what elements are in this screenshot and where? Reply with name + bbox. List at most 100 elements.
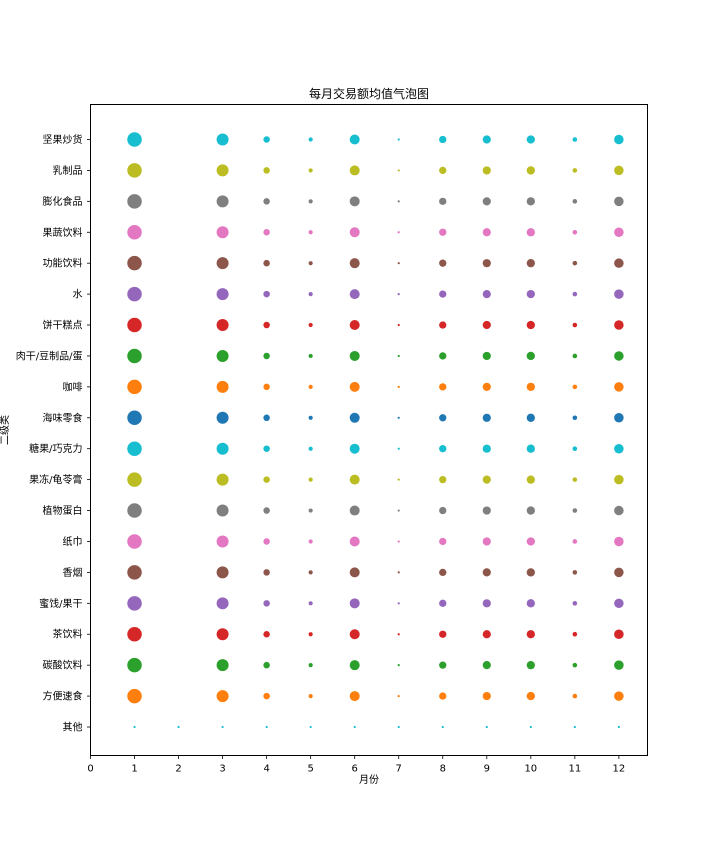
bubble-point (221, 725, 224, 729)
bubble-point (572, 415, 578, 421)
bubble-point (263, 538, 270, 545)
bubble-point (482, 475, 491, 484)
bubble-point (614, 505, 624, 516)
bubble-point (439, 352, 447, 360)
bubble-point (572, 539, 578, 544)
bubble-point (349, 629, 360, 640)
bubble-point (397, 509, 400, 512)
bubble-point (482, 537, 491, 546)
bubble-point (572, 322, 578, 328)
bubble-point (397, 169, 400, 172)
bubble-point (216, 288, 229, 301)
x-tick-label: 7 (396, 764, 402, 775)
bubble-point (482, 568, 491, 577)
bubble-point (216, 535, 229, 548)
y-tick-label: 其他 (63, 721, 83, 734)
bubble-point (349, 660, 360, 671)
bubble-point (572, 662, 578, 668)
y-tick-label: 蜜饯/果干 (39, 597, 82, 610)
bubble-point (349, 443, 360, 454)
bubble-point (127, 688, 142, 704)
bubble-point (263, 661, 270, 669)
bubble-point (308, 693, 313, 699)
bubble-point (349, 227, 360, 238)
bubble-point (127, 472, 142, 487)
bubble-point (526, 599, 535, 608)
bubble-point (526, 320, 535, 330)
bubble-point (308, 663, 313, 668)
bubble-point (614, 382, 624, 392)
y-axis-title: 二级类 (0, 415, 11, 445)
bubble-point (309, 725, 312, 729)
bubble-point (349, 412, 360, 423)
bubble-point (439, 599, 447, 607)
bubble-point (308, 508, 313, 513)
bubble-point (482, 259, 491, 268)
bubble-point (614, 320, 624, 330)
bubble-point (482, 135, 491, 144)
bubble-point (127, 379, 142, 395)
bubble-point (397, 293, 400, 296)
bubble-point (263, 692, 270, 700)
bubble-point (308, 199, 313, 204)
bubble-point (572, 229, 578, 235)
bubble-point (177, 725, 180, 729)
bubble-point (397, 262, 400, 265)
bubble-point (127, 596, 142, 611)
bubble-point (572, 353, 578, 359)
bubble-point (216, 659, 229, 672)
x-tick-label: 1 (131, 764, 137, 775)
bubble-point (526, 135, 535, 144)
bubble-point (614, 351, 624, 361)
bubble-point (263, 136, 270, 143)
bubble-point (308, 353, 313, 359)
bubble-point (439, 166, 447, 175)
bubble-point (308, 230, 313, 235)
bubble-point (216, 164, 229, 177)
y-tick-label: 膨化食品 (43, 195, 83, 208)
x-tick-label: 6 (352, 764, 358, 775)
bubble-point (127, 348, 142, 364)
bubble-point (397, 725, 400, 729)
bubble-point (614, 660, 624, 670)
bubble-point (439, 321, 447, 329)
bubble-point (397, 416, 400, 419)
bubble-point (308, 632, 313, 637)
bubble-point (216, 597, 229, 610)
bubble-point (397, 138, 400, 141)
x-tick-label: 9 (484, 764, 490, 775)
axes-frame (90, 104, 648, 756)
y-tick-label: 功能饮料 (43, 257, 83, 270)
bubble-point (397, 602, 400, 605)
y-tick-label: 茶饮料 (53, 628, 83, 641)
bubble-point (526, 197, 535, 206)
bubble-point (439, 197, 447, 205)
x-tick-label: 2 (175, 764, 181, 775)
bubble-point (349, 165, 360, 176)
bubble-point (529, 725, 532, 729)
bubble-point (308, 322, 313, 328)
bubble-point (482, 228, 491, 237)
bubble-point (485, 725, 488, 729)
y-tick-label: 纸巾 (63, 535, 83, 548)
bubble-point (526, 382, 535, 392)
bubble-point (216, 628, 229, 641)
bubble-point (263, 198, 270, 205)
bubble-point (308, 446, 313, 451)
bubble-point (397, 323, 400, 327)
bubble-point (614, 443, 624, 454)
bubble-point (439, 475, 447, 484)
bubble-point (349, 134, 360, 145)
bubble-point (614, 474, 624, 485)
bubble-point (127, 225, 142, 240)
bubble-point (617, 725, 620, 729)
bubble-point (308, 292, 313, 297)
bubble-point (439, 630, 447, 638)
bubble-point (127, 657, 142, 673)
y-tick-label: 果冻/龟苓膏 (29, 473, 82, 486)
bubble-point (308, 384, 313, 389)
bubble-point (572, 199, 578, 204)
bubble-point (308, 539, 313, 544)
